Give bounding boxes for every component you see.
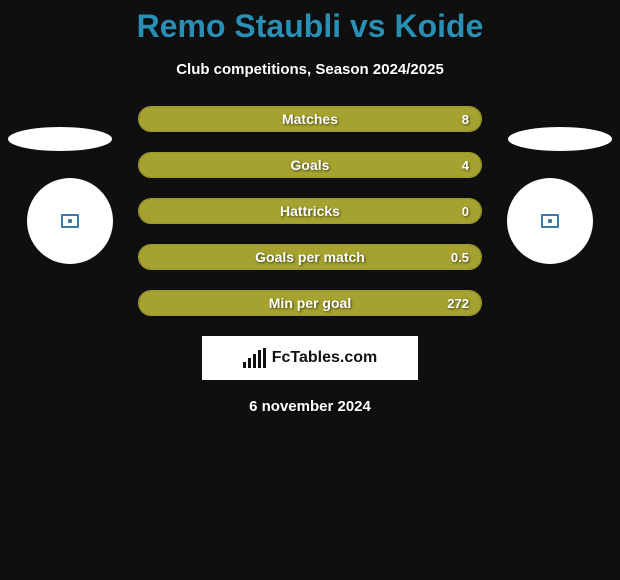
stat-row: Hattricks 0 bbox=[138, 198, 482, 224]
stat-row: Min per goal 272 bbox=[138, 290, 482, 316]
stat-label: Goals bbox=[139, 157, 481, 173]
stat-value: 0.5 bbox=[451, 250, 469, 265]
footer-logo: FcTables.com bbox=[202, 336, 418, 380]
stat-row: Matches 8 bbox=[138, 106, 482, 132]
stat-value: 272 bbox=[447, 296, 469, 311]
stat-label: Min per goal bbox=[139, 295, 481, 311]
subtitle: Club competitions, Season 2024/2025 bbox=[0, 61, 620, 78]
bars-icon bbox=[243, 348, 266, 368]
page-title: Remo Staubli vs Koide bbox=[0, 0, 620, 45]
stat-value: 0 bbox=[462, 204, 469, 219]
stat-value: 8 bbox=[462, 112, 469, 127]
logo-text: FcTables.com bbox=[272, 349, 378, 367]
stat-row: Goals 4 bbox=[138, 152, 482, 178]
stat-label: Goals per match bbox=[139, 249, 481, 265]
stat-value: 4 bbox=[462, 158, 469, 173]
footer-date: 6 november 2024 bbox=[0, 398, 620, 415]
stat-label: Matches bbox=[139, 111, 481, 127]
stats-rows: Matches 8 Goals 4 Hattricks 0 Goals per … bbox=[138, 106, 482, 316]
stat-row: Goals per match 0.5 bbox=[138, 244, 482, 270]
stat-label: Hattricks bbox=[139, 203, 481, 219]
